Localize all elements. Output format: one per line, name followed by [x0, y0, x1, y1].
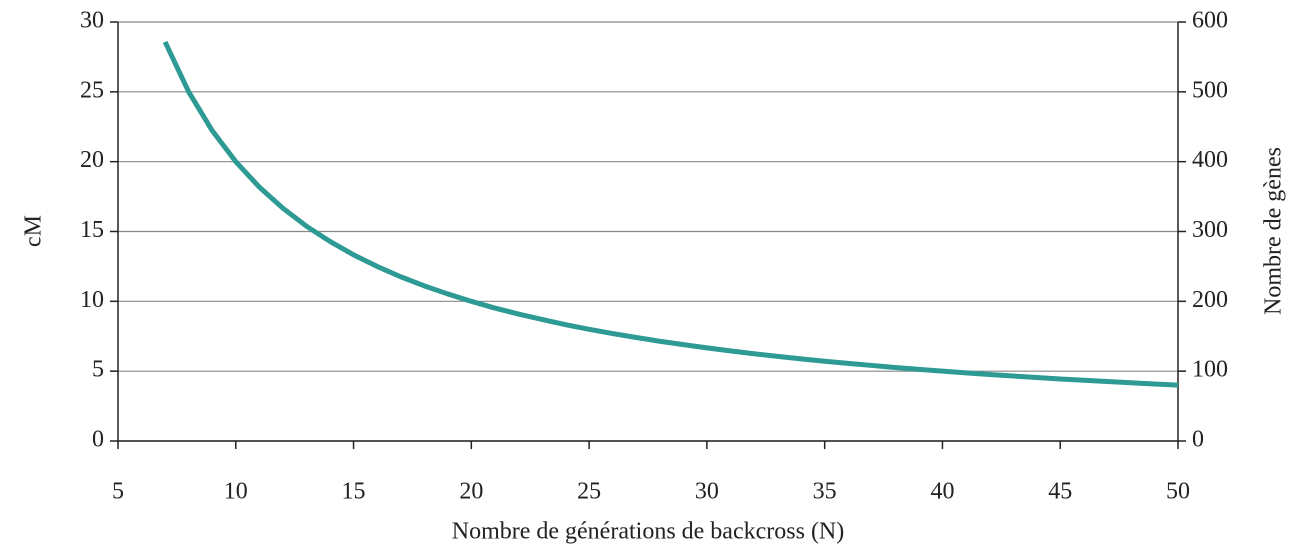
x-tick-label: 45 [1048, 479, 1072, 505]
y2-tick-label: 200 [1192, 287, 1228, 313]
y-tick-label: 30 [80, 8, 104, 34]
y2-tick-label: 500 [1192, 77, 1228, 103]
y-tick-label: 20 [80, 147, 104, 173]
y2-tick-label: 300 [1192, 217, 1228, 243]
series-line [162, 40, 1179, 388]
y2-axis-label: Nombre de gènes [1261, 147, 1287, 315]
y2-tick-label: 400 [1192, 147, 1228, 173]
x-tick-label: 15 [342, 479, 366, 505]
x-tick-label: 25 [577, 479, 601, 505]
y-tick-label: 25 [80, 77, 104, 103]
y-axis-label: cM [21, 215, 47, 247]
y2-tick-label: 600 [1192, 8, 1228, 34]
y-tick-label: 0 [92, 427, 104, 453]
x-axis-label: Nombre de générations de backcross (N) [452, 519, 845, 545]
x-tick-label: 40 [930, 479, 954, 505]
y-tick-label: 10 [80, 287, 104, 313]
y2-tick-label: 0 [1192, 427, 1204, 453]
y2-tick-label: 100 [1192, 357, 1228, 383]
x-tick-label: 5 [112, 479, 124, 505]
y-tick-label: 5 [92, 357, 104, 383]
x-tick-label: 10 [224, 479, 248, 505]
y-tick-label: 15 [80, 217, 104, 243]
x-tick-label: 35 [813, 479, 837, 505]
x-tick-label: 50 [1166, 479, 1190, 505]
x-tick-label: 20 [459, 479, 483, 505]
x-tick-label: 30 [695, 479, 719, 505]
